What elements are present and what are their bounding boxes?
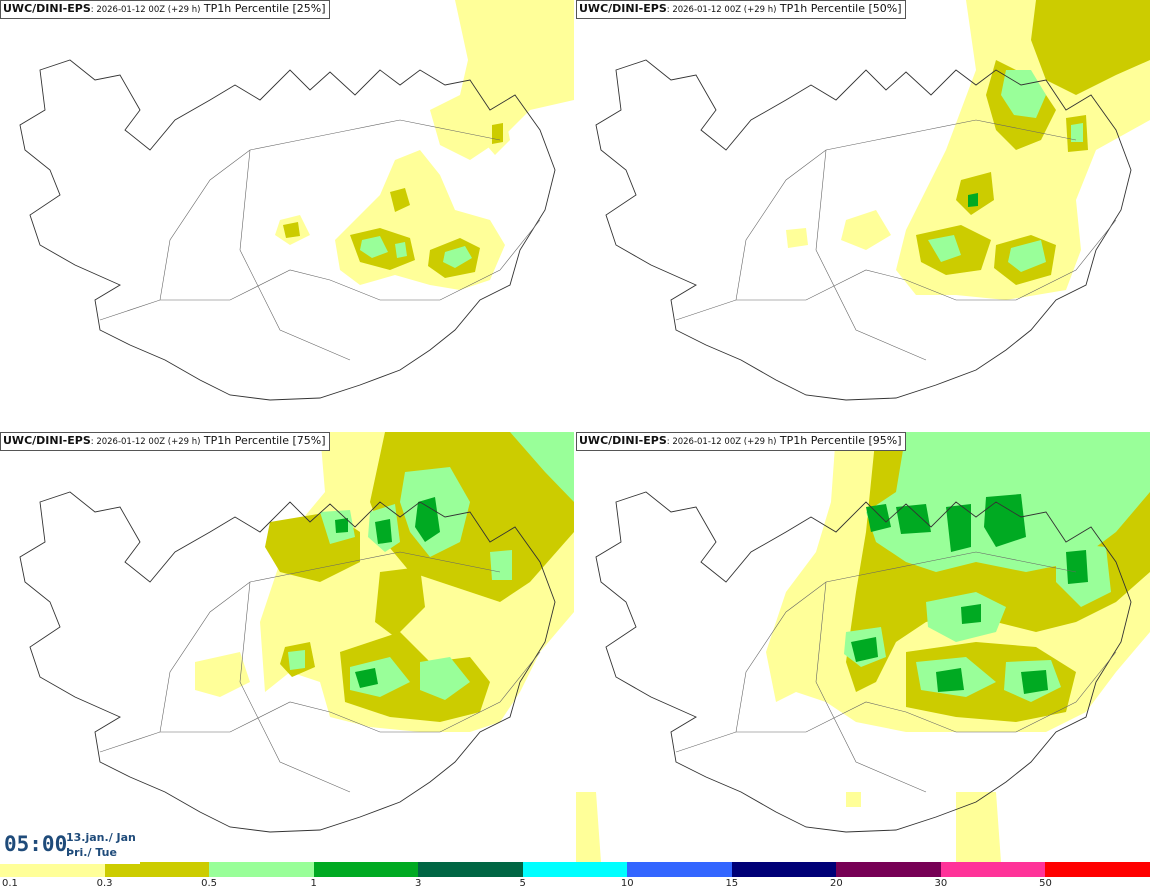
colorbar-tick-label: 20	[829, 878, 843, 889]
map-panel-p50: UWC/DINI-EPS: 2026-01-12 00Z (+29 h) TP1…	[576, 0, 1150, 430]
run-info: : 2026-01-12 00Z (+29 h)	[90, 437, 201, 447]
colorbar-segment	[0, 862, 105, 877]
field-name: TP1h Percentile [95%]	[779, 434, 902, 447]
colorbar-tick-label: 1	[310, 878, 317, 889]
precip-map	[19, 0, 574, 401]
valid-time: 05:00	[4, 832, 68, 856]
field-name: TP1h Percentile [25%]	[203, 2, 326, 15]
colorbar-segment	[313, 862, 419, 877]
run-info: : 2026-01-12 00Z (+29 h)	[666, 437, 777, 447]
model-name: UWC/DINI-EPS	[579, 2, 667, 15]
map-panel-p95: UWC/DINI-EPS: 2026-01-12 00Z (+29 h) TP1…	[576, 432, 1150, 862]
colorbar-tick-label: 15	[725, 878, 739, 889]
colorbar-tick-label: 0.3	[96, 878, 113, 889]
panel-title: UWC/DINI-EPS: 2026-01-12 00Z (+29 h) TP1…	[0, 0, 330, 19]
precip-field	[576, 432, 1150, 862]
road-network	[99, 119, 541, 361]
field-name: TP1h Percentile [50%]	[779, 2, 902, 15]
colorbar-segment	[209, 862, 314, 877]
model-name: UWC/DINI-EPS	[579, 434, 667, 447]
colorbar-tick-label: 50	[1039, 878, 1052, 889]
road-network	[99, 551, 541, 793]
colorbar-segment	[731, 862, 837, 877]
road-network	[675, 119, 1117, 361]
iceland-coastline	[19, 59, 556, 401]
colorbar-segment	[522, 862, 628, 877]
valid-day: Þri./ Tue	[66, 846, 117, 859]
run-info: : 2026-01-12 00Z (+29 h)	[666, 5, 777, 15]
panel-title: UWC/DINI-EPS: 2026-01-12 00Z (+29 h) TP1…	[0, 432, 330, 451]
colorbar-tick-label: 30	[934, 878, 948, 889]
colorbar-tick-label: 10	[620, 878, 634, 889]
map-panel-p75: UWC/DINI-EPS: 2026-01-12 00Z (+29 h) TP1…	[0, 432, 574, 862]
colorbar-tick-label: 0.5	[201, 878, 218, 889]
panel-title: UWC/DINI-EPS: 2026-01-12 00Z (+29 h) TP1…	[576, 0, 906, 19]
panel-title: UWC/DINI-EPS: 2026-01-12 00Z (+29 h) TP1…	[576, 432, 906, 451]
colorbar-segment	[1045, 862, 1150, 877]
colorbar-segment	[418, 862, 523, 877]
valid-date: 13.jan./ Jan	[66, 831, 136, 844]
valid-time-box: 05:00 13.jan./ Jan Þri./ Tue	[0, 824, 140, 864]
field-name: TP1h Percentile [75%]	[203, 434, 326, 447]
colorbar-segment	[627, 862, 732, 877]
colorbar-tick-label: 0.1	[2, 878, 18, 889]
colorbar-tick-label: 5	[519, 878, 526, 889]
colorbar-segment	[940, 862, 1046, 877]
colorbar-segment	[104, 862, 210, 877]
map-panel-p25: UWC/DINI-EPS: 2026-01-12 00Z (+29 h) TP1…	[0, 0, 574, 430]
precip-colorbar	[0, 862, 1150, 877]
precip-map	[595, 0, 1150, 401]
iceland-coastline	[595, 59, 1132, 401]
precip-field	[786, 0, 1150, 300]
road-network	[675, 551, 1117, 793]
iceland-coastline	[19, 491, 556, 833]
colorbar-ticks: 0.1 0.3 0.5 1 3 5 10 15 20 30 50	[0, 878, 1150, 891]
model-name: UWC/DINI-EPS	[3, 2, 91, 15]
run-info: : 2026-01-12 00Z (+29 h)	[90, 5, 201, 15]
precip-field	[275, 0, 574, 290]
precip-map	[19, 432, 574, 833]
precip-map	[576, 432, 1150, 862]
precip-field	[195, 432, 574, 732]
colorbar-tick-label: 3	[414, 878, 422, 889]
iceland-coastline	[595, 491, 1132, 833]
colorbar-segment	[836, 862, 941, 877]
model-name: UWC/DINI-EPS	[3, 434, 91, 447]
